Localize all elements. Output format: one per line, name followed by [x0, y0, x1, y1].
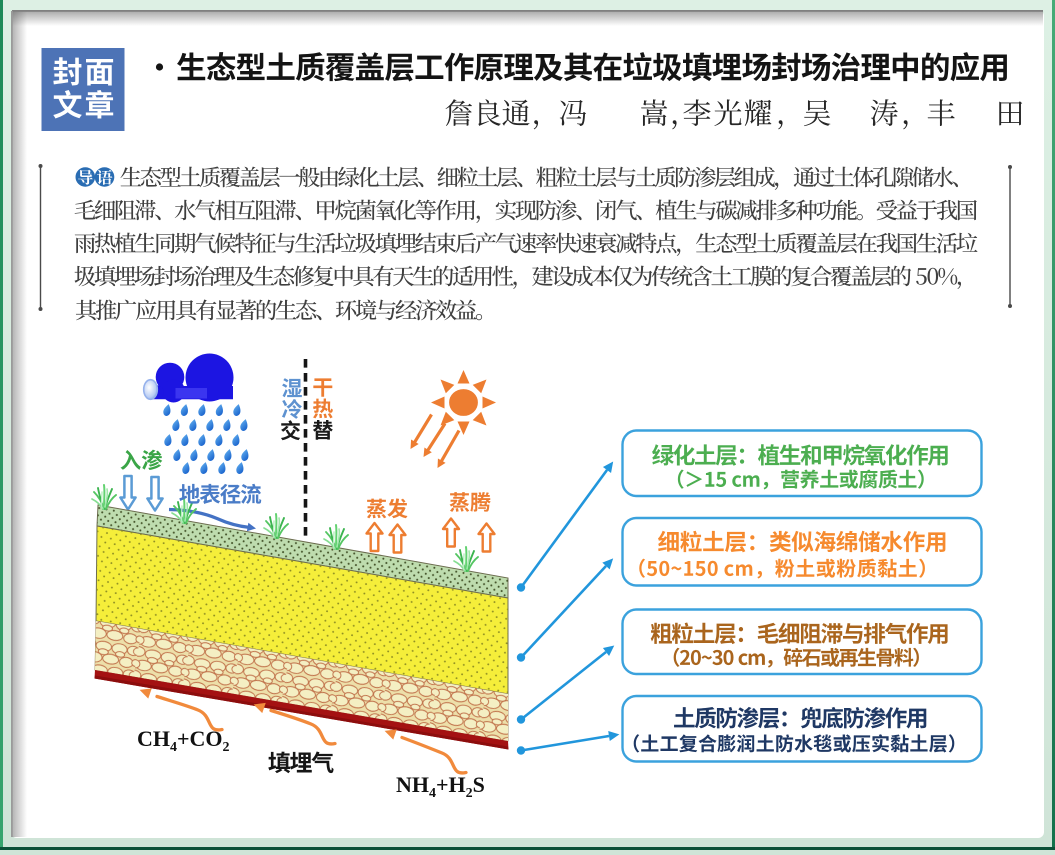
svg-text:CH4+CO2: CH4+CO2	[137, 726, 230, 755]
svg-text:NH4+H2S: NH4+H2S	[396, 772, 485, 801]
